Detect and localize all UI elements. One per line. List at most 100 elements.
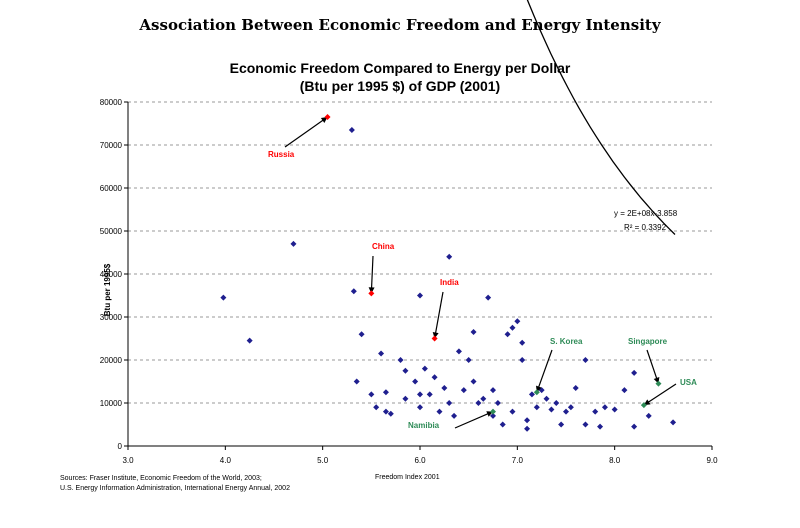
- data-point: [611, 406, 618, 413]
- data-point: [441, 384, 448, 391]
- data-point: [475, 400, 482, 406]
- source-line-2: U.S. Energy Information Administration, …: [60, 485, 290, 492]
- data-point: [582, 421, 589, 428]
- x-axis-label: Freedom Index 2001: [375, 474, 440, 481]
- highlight-point-india: [431, 335, 438, 342]
- data-point: [631, 369, 638, 376]
- data-point: [402, 367, 409, 374]
- highlight-point-singapore: [655, 380, 662, 387]
- data-point: [455, 348, 462, 355]
- x-tick-label: 4.0: [220, 456, 232, 465]
- y-tick-label: 40000: [100, 270, 123, 279]
- data-point: [670, 419, 677, 426]
- arrow-s-korea: [536, 349, 553, 393]
- data-point: [220, 294, 227, 301]
- y-tick-label: 30000: [100, 313, 123, 322]
- arrowhead-usa: [643, 399, 651, 406]
- gridlines: [128, 101, 712, 404]
- highlight-point-china: [368, 290, 375, 297]
- arrow-india: [434, 291, 444, 339]
- x-tick-label: 5.0: [317, 456, 329, 465]
- y-tick-label: 80000: [100, 98, 123, 107]
- data-point: [417, 292, 423, 299]
- label-namibia: Namibia: [408, 421, 440, 430]
- data-point: [412, 378, 419, 385]
- label-russia: Russia: [268, 150, 295, 159]
- data-point: [290, 240, 297, 247]
- highlight-point-usa: [640, 402, 647, 409]
- data-point: [553, 400, 560, 406]
- x-tick-label: 8.0: [609, 456, 621, 465]
- data-point: [480, 395, 487, 402]
- data-point: [558, 421, 565, 428]
- data-point: [350, 288, 357, 295]
- x-tick-label: 3.0: [122, 456, 134, 465]
- data-point: [490, 387, 496, 394]
- source-line-1: Sources: Fraser Institute, Economic Free…: [60, 475, 262, 482]
- data-point: [499, 421, 506, 428]
- data-point: [378, 350, 385, 357]
- y-tick-label: 0: [118, 442, 123, 451]
- label-s-korea: S. Korea: [550, 337, 583, 346]
- data-point: [592, 408, 599, 415]
- data-point: [431, 374, 438, 381]
- highlight-point-russia: [324, 114, 331, 121]
- data-point: [543, 395, 550, 402]
- data-point: [597, 423, 604, 430]
- data-point: [246, 337, 253, 344]
- axes: [124, 101, 713, 450]
- data-point: [567, 404, 574, 411]
- data-point: [514, 318, 521, 325]
- data-point: [485, 294, 492, 301]
- data-point: [402, 395, 409, 402]
- label-singapore: Singapore: [628, 337, 668, 346]
- data-point: [504, 331, 511, 338]
- data-point: [470, 329, 477, 336]
- arrow-namibia: [454, 411, 494, 429]
- data-point: [645, 412, 652, 419]
- y-tick-label: 20000: [100, 356, 123, 365]
- data-point: [446, 253, 453, 260]
- trendline: [526, 0, 676, 235]
- data-point: [621, 387, 628, 394]
- y-tick-label: 60000: [100, 184, 123, 193]
- data-point: [417, 404, 423, 411]
- data-point: [582, 357, 589, 363]
- arrow-china: [370, 255, 374, 294]
- arrow-russia: [284, 116, 328, 148]
- data-point: [519, 357, 526, 363]
- arrow-usa: [643, 383, 677, 406]
- data-point: [465, 357, 472, 363]
- tick-labels: 0 10000 20000 30000 40000 50000 60000 70000 8000…: [100, 98, 718, 465]
- y-tick-label: 70000: [100, 141, 123, 150]
- y-tick-label: 50000: [100, 227, 123, 236]
- data-point: [490, 412, 496, 419]
- data-point: [509, 408, 516, 415]
- data-point: [348, 126, 355, 133]
- data-point: [460, 387, 467, 394]
- data-point: [524, 417, 531, 424]
- data-point: [509, 324, 516, 331]
- y-tick-label: 10000: [100, 399, 123, 408]
- data-point: [397, 357, 404, 363]
- source-note: Sources: Fraser Institute, Economic Free…: [60, 474, 290, 494]
- data-point: [519, 339, 526, 346]
- trendline-group: [526, 0, 676, 235]
- data-point: [470, 378, 477, 385]
- y-axis-label: Btu per 1995$: [103, 263, 112, 316]
- data-point: [358, 331, 365, 338]
- highlighted-countries: Russia China India S. Korea Singapore USA Nami…: [268, 114, 697, 430]
- x-tick-label: 7.0: [512, 456, 524, 465]
- data-point: [382, 389, 389, 396]
- data-point: [533, 404, 540, 411]
- data-point: [426, 391, 433, 398]
- data-point: [451, 412, 458, 419]
- data-point: [382, 408, 389, 415]
- trendline-r2: R² = 0.3392: [624, 223, 667, 232]
- data-point: [528, 391, 535, 398]
- data-point: [572, 384, 579, 391]
- page-title: Association Between Economic Freedom and…: [139, 16, 661, 34]
- data-point: [601, 404, 608, 411]
- data-point: [421, 365, 428, 372]
